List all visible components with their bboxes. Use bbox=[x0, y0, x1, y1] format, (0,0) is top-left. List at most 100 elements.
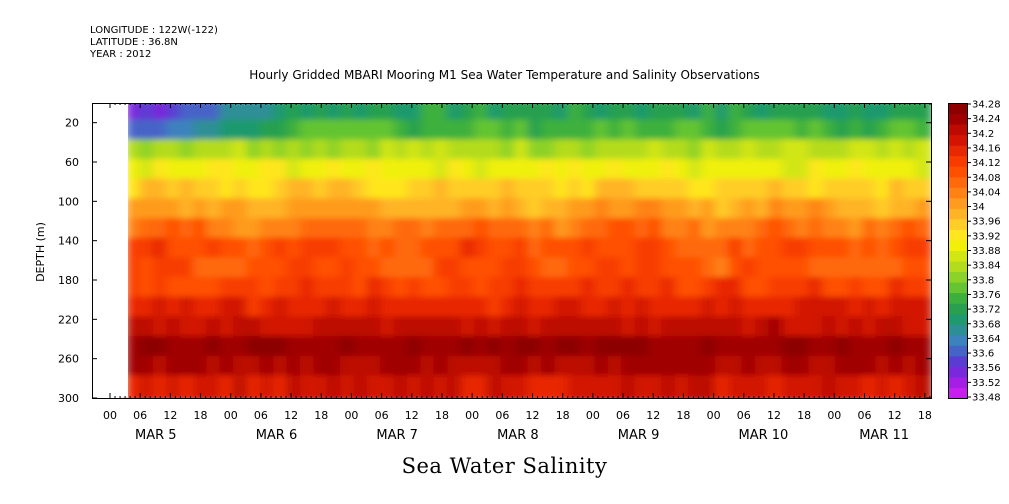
heatmap-cell bbox=[152, 237, 171, 264]
heatmap-cell bbox=[674, 257, 693, 283]
heatmap-cell bbox=[340, 237, 358, 264]
x-tick-label: 12 bbox=[526, 409, 540, 422]
heatmap-cell bbox=[500, 336, 519, 362]
heatmap-cell bbox=[647, 336, 666, 362]
heatmap-cell bbox=[594, 355, 612, 382]
colorbar-label: 33.64 bbox=[972, 334, 1001, 345]
heatmap-cell bbox=[647, 277, 666, 303]
heatmap-cell bbox=[661, 237, 679, 264]
heatmap-cell bbox=[848, 159, 867, 185]
heatmap-cell bbox=[821, 257, 840, 283]
heatmap-cell bbox=[500, 198, 519, 224]
heatmap-cell bbox=[299, 355, 318, 382]
year-label: YEAR : 2012 bbox=[90, 49, 152, 60]
heatmap-cell bbox=[567, 257, 586, 283]
heatmap-cell bbox=[366, 218, 385, 244]
heatmap-cell bbox=[728, 178, 746, 205]
heatmap-cell bbox=[326, 257, 345, 283]
heatmap-cell bbox=[714, 296, 733, 323]
heatmap-cell bbox=[219, 257, 238, 283]
heatmap-cell bbox=[487, 159, 505, 185]
heatmap-cell bbox=[259, 277, 278, 303]
heatmap-cell bbox=[728, 355, 746, 382]
heatmap-cell bbox=[299, 336, 318, 362]
x-tick-label: 06 bbox=[495, 409, 509, 422]
heatmap-cell bbox=[393, 257, 412, 283]
heatmap-cell bbox=[407, 296, 425, 323]
colorbar-label: 33.6 bbox=[972, 349, 994, 360]
heatmap-cell bbox=[246, 316, 264, 342]
heatmap-cell bbox=[233, 277, 251, 303]
heatmap-cell bbox=[808, 257, 826, 283]
heatmap-cell bbox=[862, 178, 880, 205]
heatmap-cell bbox=[688, 375, 706, 398]
colorbar: 34.28 34.24 34.2 34.16 34.12 34.08 34.04 34 33.9… bbox=[948, 100, 1001, 404]
heatmap-cell bbox=[688, 119, 706, 146]
heatmap-cell bbox=[567, 139, 586, 165]
heatmap-cell bbox=[299, 277, 318, 303]
heatmap-cell bbox=[875, 375, 893, 398]
heatmap-cell bbox=[701, 375, 719, 398]
heatmap-cell bbox=[139, 336, 157, 362]
heatmap-cell bbox=[915, 277, 931, 303]
heatmap-cell bbox=[915, 178, 931, 205]
heatmap-cell bbox=[915, 355, 931, 382]
heatmap-cell bbox=[420, 336, 438, 362]
heatmap-cell bbox=[393, 316, 412, 342]
heatmap-cell bbox=[621, 257, 639, 283]
heatmap-cell bbox=[554, 316, 572, 342]
heatmap-cell bbox=[781, 139, 800, 165]
heatmap-cell bbox=[888, 178, 907, 205]
heatmap-cell bbox=[407, 218, 425, 244]
heatmap-cell bbox=[607, 257, 626, 283]
heatmap-cells bbox=[126, 103, 931, 398]
heatmap-cell bbox=[380, 296, 398, 323]
heatmap-cell bbox=[741, 336, 760, 362]
heatmap-cell bbox=[139, 198, 157, 224]
heatmap-cell bbox=[273, 218, 291, 244]
colorbar-swatch bbox=[948, 282, 967, 294]
colorbar-swatch bbox=[948, 345, 967, 357]
heatmap-cell bbox=[166, 257, 184, 283]
heatmap-cell bbox=[273, 375, 291, 398]
heatmap-cell bbox=[259, 375, 278, 398]
heatmap-cell bbox=[340, 257, 358, 283]
heatmap-cell bbox=[674, 296, 693, 323]
heatmap-cell bbox=[795, 375, 813, 398]
heatmap-cell bbox=[527, 355, 545, 382]
heatmap-cell bbox=[848, 375, 867, 398]
heatmap-cell bbox=[661, 218, 679, 244]
heatmap-cell bbox=[166, 178, 184, 205]
heatmap-cell bbox=[741, 178, 760, 205]
colorbar-label: 34 bbox=[972, 202, 985, 213]
heatmap-cell bbox=[500, 375, 519, 398]
heatmap-cell bbox=[179, 296, 197, 323]
heatmap-cell bbox=[393, 296, 412, 323]
heatmap-cell bbox=[661, 198, 679, 224]
heatmap-cell bbox=[473, 159, 492, 185]
heatmap-cell bbox=[862, 119, 880, 146]
heatmap-cell bbox=[554, 296, 572, 323]
heatmap-cell bbox=[581, 257, 599, 283]
heatmap-cell bbox=[447, 316, 465, 342]
heatmap-cell bbox=[902, 336, 920, 362]
heatmap-cell bbox=[915, 296, 931, 323]
x-tick-label: 18 bbox=[797, 409, 811, 422]
heatmap-cell bbox=[206, 336, 224, 362]
heatmap-cell bbox=[594, 159, 612, 185]
y-axis: 20 60 100 140 180 220 260 300 bbox=[58, 117, 931, 405]
colorbar-label: 34.08 bbox=[972, 173, 1001, 184]
heatmap-cell bbox=[500, 139, 519, 165]
heatmap-cell bbox=[607, 355, 626, 382]
heatmap-cell bbox=[139, 237, 157, 264]
heatmap-cell bbox=[647, 375, 666, 398]
x-day-label: MAR 11 bbox=[859, 428, 909, 443]
colorbar-swatch bbox=[948, 334, 967, 346]
heatmap-cell bbox=[126, 316, 144, 342]
heatmap-cell bbox=[433, 237, 452, 264]
heatmap-cell bbox=[179, 237, 197, 264]
heatmap-cell bbox=[166, 355, 184, 382]
heatmap-cell bbox=[126, 139, 144, 165]
heatmap-cell bbox=[473, 316, 492, 342]
heatmap-cell bbox=[246, 296, 264, 323]
